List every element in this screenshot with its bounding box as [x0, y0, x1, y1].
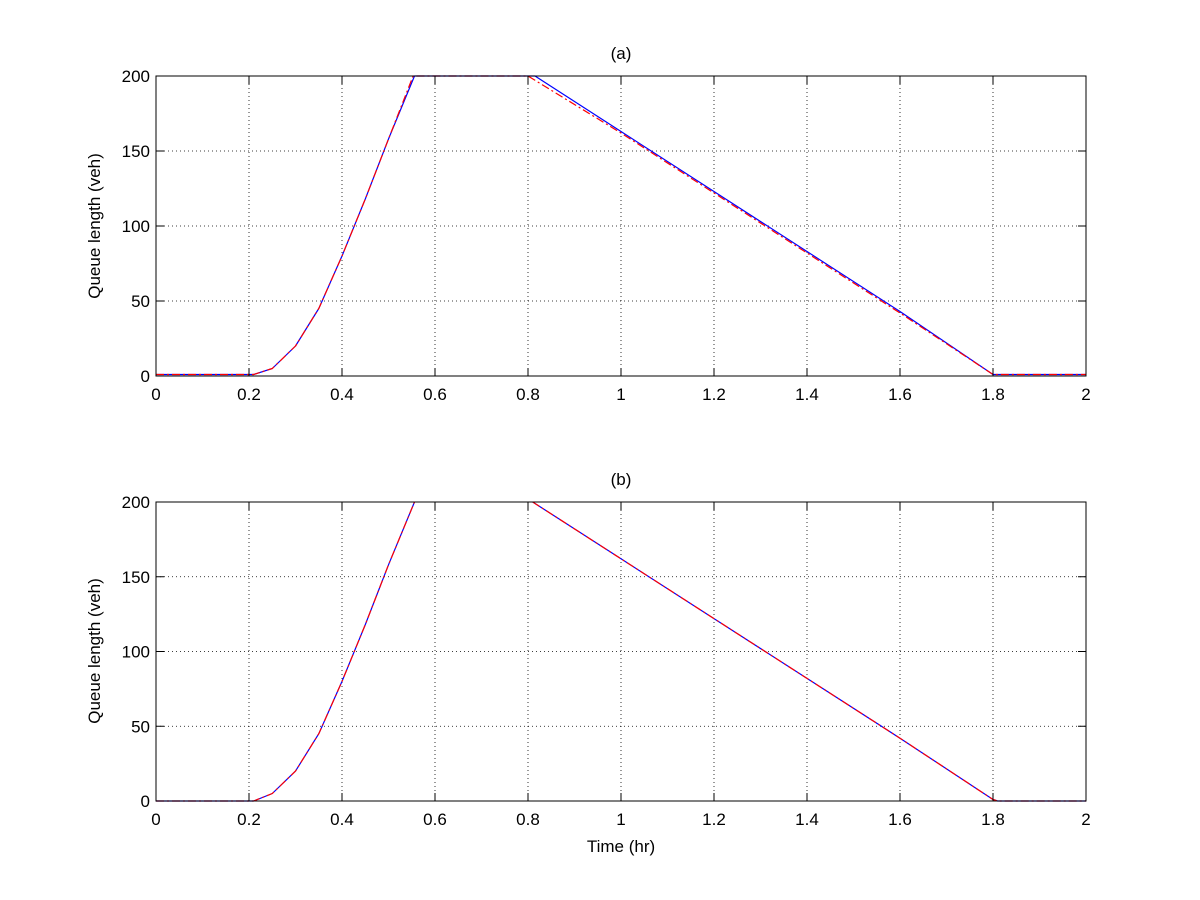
y-tick-label: 100 — [122, 643, 150, 662]
x-tick-label: 1.6 — [888, 810, 912, 829]
x-tick-label: 0.4 — [330, 385, 354, 404]
x-tick-label: 1.2 — [702, 810, 726, 829]
x-tick-label: 1 — [616, 385, 625, 404]
y-tick-label: 50 — [131, 717, 150, 736]
x-tick-label: 1.4 — [795, 385, 819, 404]
x-tick-label: 1.6 — [888, 385, 912, 404]
y-tick-label: 200 — [122, 67, 150, 86]
subplot-b: 0 0.2 0.4 0.6 0.8 1 1.2 1.4 1.6 1.8 2050100150200 … — [85, 470, 1091, 856]
series-line-2 — [156, 501, 416, 802]
x-tick-label: 0.6 — [423, 810, 447, 829]
x-tick-label: 1 — [616, 810, 625, 829]
ticks: 0 0.2 0.4 0.6 0.8 1 1.2 1.4 1.6 1.8 2 0 50 100 150 200 — [122, 493, 1091, 829]
x-tick-label: 0 — [151, 385, 160, 404]
x-tick-label: 1.2 — [702, 385, 726, 404]
x-axis-label: Time (hr) — [587, 837, 655, 856]
x-tick-label: 1.4 — [795, 810, 819, 829]
x-tick-label: 0.8 — [516, 810, 540, 829]
y-axis-label: Queue length (veh) — [85, 578, 104, 724]
x-tick-label: 2 — [1081, 810, 1090, 829]
x-tick-label: 0.2 — [237, 810, 261, 829]
series-line-2 — [532, 501, 1086, 802]
y-tick-label: 0 — [141, 367, 150, 386]
y-tick-label: 50 — [131, 292, 150, 311]
x-tick-label: 2 — [1081, 385, 1090, 404]
subplot-a: 0 0.2 0.4 0.6 0.8 1 1.2 1.4 1.6 1.8 2050100150200 … — [85, 44, 1091, 404]
grid — [156, 76, 1086, 376]
y-tick-label: 150 — [122, 142, 150, 161]
x-tick-label: 0.2 — [237, 385, 261, 404]
chart-title: (b) — [611, 470, 632, 489]
grid — [156, 502, 1086, 801]
x-tick-label: 0.4 — [330, 810, 354, 829]
ticks: 0 0.2 0.4 0.6 0.8 1 1.2 1.4 1.6 1.8 2 0 50 100 150 200 — [122, 67, 1091, 404]
chart-title: (a) — [611, 44, 632, 63]
x-tick-label: 0 — [151, 810, 160, 829]
y-tick-label: 150 — [122, 568, 150, 587]
x-tick-label: 1.8 — [981, 810, 1005, 829]
x-tick-label: 0.6 — [423, 385, 447, 404]
y-tick-label: 100 — [122, 217, 150, 236]
x-tick-label: 1.8 — [981, 385, 1005, 404]
x-tick-label: 0.8 — [516, 385, 540, 404]
y-axis-label: Queue length (veh) — [85, 153, 104, 299]
y-tick-label: 200 — [122, 493, 150, 512]
y-tick-label: 0 — [141, 792, 150, 811]
